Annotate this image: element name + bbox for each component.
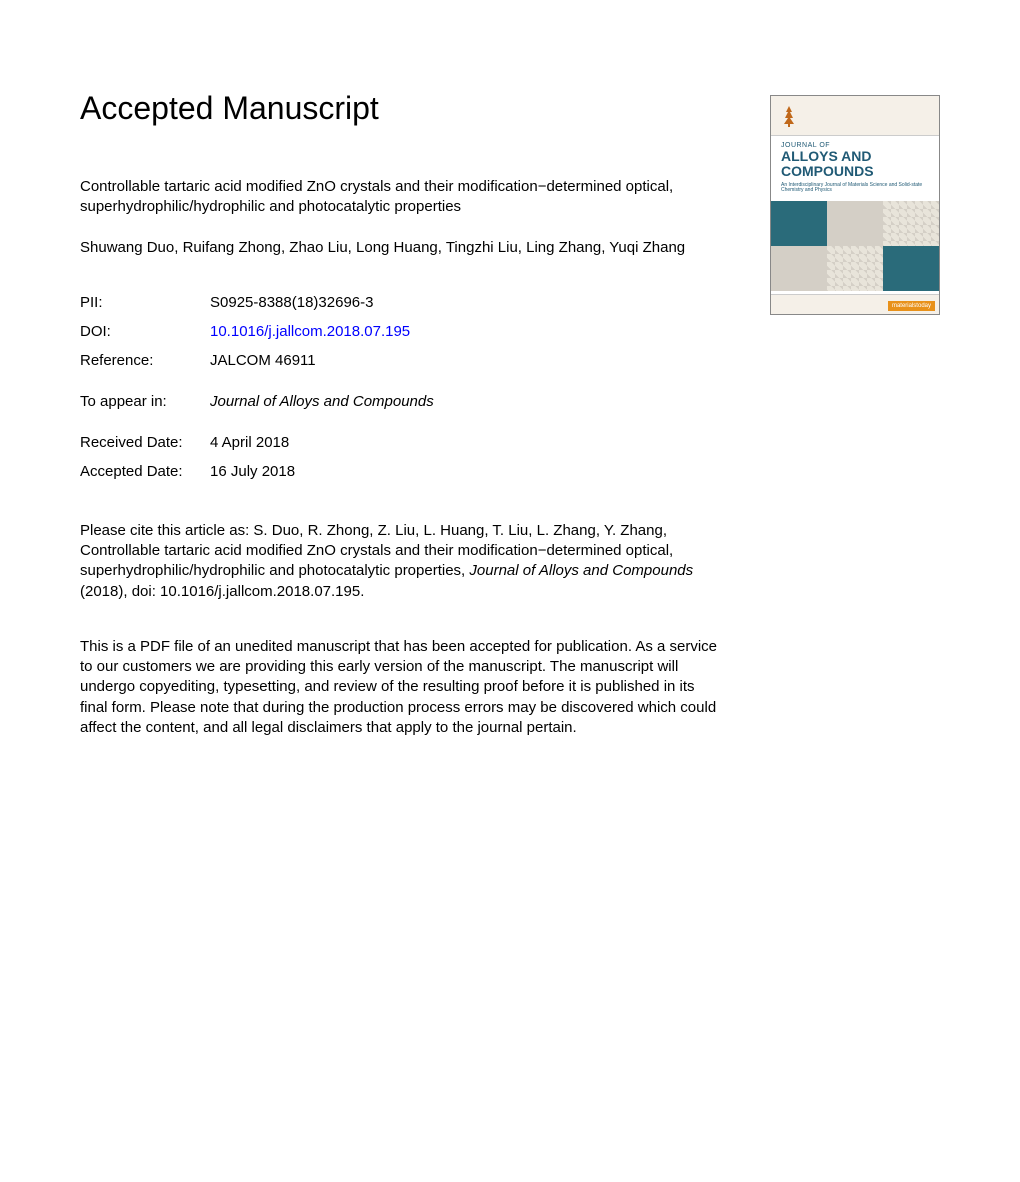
metadata-row-accepted: Accepted Date: 16 July 2018 bbox=[80, 457, 434, 486]
cover-square bbox=[827, 201, 883, 246]
cover-square bbox=[883, 201, 939, 246]
metadata-value: S0925-8388(18)32696-3 bbox=[210, 288, 434, 317]
cover-square bbox=[771, 246, 827, 291]
metadata-row-spacer bbox=[80, 375, 434, 387]
metadata-row-appear: To appear in: Journal of Alloys and Comp… bbox=[80, 387, 434, 416]
metadata-table: PII: S0925-8388(18)32696-3 DOI: 10.1016/… bbox=[80, 288, 434, 486]
cover-square bbox=[827, 246, 883, 291]
metadata-value: JALCOM 46911 bbox=[210, 346, 434, 375]
cover-description: An Interdisciplinary Journal of Material… bbox=[781, 183, 929, 194]
metadata-row-spacer bbox=[80, 416, 434, 428]
metadata-value: 4 April 2018 bbox=[210, 428, 434, 457]
cover-main-title: ALLOYS AND COMPOUNDS bbox=[781, 149, 929, 180]
journal-name: Journal of Alloys and Compounds bbox=[210, 393, 434, 410]
metadata-label: To appear in: bbox=[80, 387, 210, 416]
citation-block: Please cite this article as: S. Duo, R. … bbox=[80, 521, 720, 602]
cover-square bbox=[883, 246, 939, 291]
cover-footer-badge: materialstoday bbox=[888, 301, 935, 311]
cover-graphic-grid bbox=[771, 201, 939, 291]
article-title: Controllable tartaric acid modified ZnO … bbox=[80, 177, 720, 218]
citation-journal: Journal of Alloys and Compounds bbox=[469, 562, 693, 579]
cover-footer: materialstoday bbox=[771, 294, 939, 314]
metadata-value: 10.1016/j.jallcom.2018.07.195 bbox=[210, 317, 434, 346]
metadata-row-pii: PII: S0925-8388(18)32696-3 bbox=[80, 288, 434, 317]
metadata-value: 16 July 2018 bbox=[210, 457, 434, 486]
disclaimer-text: This is a PDF file of an unedited manusc… bbox=[80, 637, 720, 738]
cover-header bbox=[771, 96, 939, 136]
doi-link[interactable]: 10.1016/j.jallcom.2018.07.195 bbox=[210, 323, 410, 340]
authors-list: Shuwang Duo, Ruifang Zhong, Zhao Liu, Lo… bbox=[80, 238, 720, 258]
citation-suffix: (2018), doi: 10.1016/j.jallcom.2018.07.1… bbox=[80, 583, 364, 600]
metadata-label: Reference: bbox=[80, 346, 210, 375]
metadata-label: Received Date: bbox=[80, 428, 210, 457]
metadata-label: PII: bbox=[80, 288, 210, 317]
cover-title-area: JOURNAL OF ALLOYS AND COMPOUNDS An Inter… bbox=[771, 136, 939, 200]
metadata-value: Journal of Alloys and Compounds bbox=[210, 387, 434, 416]
metadata-label: Accepted Date: bbox=[80, 457, 210, 486]
metadata-label: DOI: bbox=[80, 317, 210, 346]
metadata-row-doi: DOI: 10.1016/j.jallcom.2018.07.195 bbox=[80, 317, 434, 346]
cover-square bbox=[771, 201, 827, 246]
main-column: Controllable tartaric acid modified ZnO … bbox=[80, 177, 720, 738]
journal-cover-thumbnail: JOURNAL OF ALLOYS AND COMPOUNDS An Inter… bbox=[770, 95, 940, 315]
metadata-row-received: Received Date: 4 April 2018 bbox=[80, 428, 434, 457]
metadata-row-reference: Reference: JALCOM 46911 bbox=[80, 346, 434, 375]
publisher-logo-icon bbox=[779, 104, 799, 128]
